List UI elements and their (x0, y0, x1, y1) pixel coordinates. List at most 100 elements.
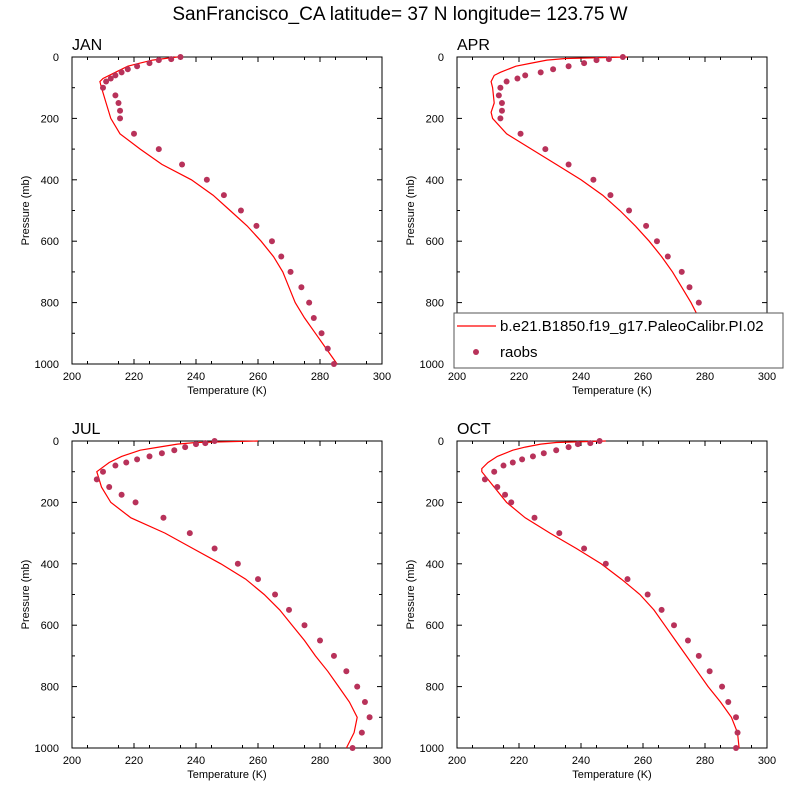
x-tick-label: 200 (63, 371, 81, 383)
y-tick-label: 200 (41, 497, 59, 509)
y-tick-label: 1000 (35, 359, 59, 371)
obs-point (494, 484, 501, 491)
obs-point (565, 63, 572, 70)
obs-point (107, 75, 114, 82)
x-tick-label: 240 (187, 371, 205, 383)
legend: b.e21.B1850.f19_g17.PaleoCalibr.PI.02rao… (453, 312, 784, 369)
x-tick-label: 220 (125, 371, 143, 383)
obs-point (565, 161, 572, 168)
obs-point (237, 207, 244, 214)
y-axis-label: Pressure (mb) (405, 176, 417, 246)
obs-point (719, 683, 726, 690)
obs-point (112, 72, 119, 79)
y-tick-label: 200 (426, 113, 444, 125)
x-tick-label: 240 (187, 755, 205, 767)
obs-point (211, 545, 218, 552)
obs-point (186, 530, 193, 537)
obs-point (695, 652, 702, 659)
obs-point (123, 459, 130, 466)
obs-point (725, 698, 732, 705)
obs-point (286, 606, 292, 613)
obs-point (556, 530, 563, 537)
obs-point (581, 545, 588, 552)
obs-point (498, 100, 505, 107)
y-tick-label: 400 (426, 559, 444, 571)
obs-point (117, 107, 124, 114)
obs-point (317, 637, 323, 644)
x-tick-label: 280 (696, 371, 714, 383)
x-tick-label: 300 (758, 371, 776, 383)
obs-point (268, 238, 275, 245)
obs-point (664, 253, 671, 260)
obs-point (658, 606, 665, 613)
obs-point (131, 130, 137, 137)
obs-point (171, 447, 178, 454)
x-axis-label: Temperature (K) (187, 385, 266, 397)
obs-point (103, 78, 110, 85)
legend-marker-swatch (473, 349, 479, 355)
panel-title: JAN (72, 37, 102, 54)
obs-point (671, 622, 677, 629)
obs-point (587, 440, 594, 447)
obs-point (509, 459, 516, 466)
panel-jul: 200 220 240 260 280 300 0 200 400 600 800 1000 Tempe… (20, 421, 391, 781)
x-tick-label: 260 (249, 755, 267, 767)
x-tick-label: 280 (696, 755, 714, 767)
x-axis-label: Temperature (K) (187, 769, 266, 781)
y-tick-label: 600 (426, 620, 444, 632)
obs-point (734, 729, 741, 736)
obs-point (540, 450, 547, 457)
x-tick-label: 260 (634, 371, 652, 383)
obs-point (653, 238, 660, 245)
panel-title: APR (457, 37, 490, 54)
obs-point (605, 56, 612, 63)
y-axis-label: Pressure (mb) (405, 560, 417, 630)
obs-point (134, 456, 141, 463)
x-tick-label: 240 (572, 371, 590, 383)
y-tick-label: 1000 (35, 743, 59, 755)
obs-point (581, 60, 588, 67)
y-tick-label: 800 (426, 682, 444, 694)
y-tick-label: 600 (426, 236, 444, 248)
obs-point (550, 66, 557, 73)
obs-point (343, 668, 350, 675)
obs-point (686, 284, 693, 291)
obs-point (531, 514, 538, 521)
y-tick-label: 1000 (420, 743, 444, 755)
y-tick-label: 600 (41, 236, 59, 248)
obs-point (155, 57, 162, 64)
y-tick-label: 0 (438, 52, 444, 64)
model-line (490, 56, 723, 365)
x-tick-label: 200 (448, 371, 466, 383)
obs-point (168, 56, 175, 63)
x-tick-label: 200 (63, 755, 81, 767)
plot-frame (71, 440, 383, 749)
obs-point (706, 668, 713, 675)
x-tick-label: 220 (510, 755, 528, 767)
obs-point (146, 60, 153, 67)
obs-point (106, 484, 113, 491)
obs-point (537, 69, 544, 76)
x-tick-label: 260 (249, 371, 267, 383)
x-tick-label: 280 (311, 755, 329, 767)
x-tick-label: 220 (510, 371, 528, 383)
obs-point (529, 453, 536, 460)
y-tick-label: 0 (53, 52, 59, 64)
x-tick-label: 300 (373, 371, 391, 383)
obs-point (112, 92, 119, 99)
obs-point (602, 560, 609, 567)
obs-point (607, 192, 614, 199)
legend-box (453, 312, 784, 369)
obs-point (498, 107, 505, 114)
obs-point (503, 78, 510, 85)
obs-point (318, 330, 325, 337)
x-tick-label: 220 (125, 755, 143, 767)
obs-point (115, 100, 122, 107)
obs-point (502, 491, 509, 498)
obs-point (330, 652, 337, 659)
y-tick-label: 800 (426, 298, 444, 310)
obs-point (491, 468, 498, 475)
obs-point (118, 491, 125, 498)
obs-point (177, 54, 184, 60)
